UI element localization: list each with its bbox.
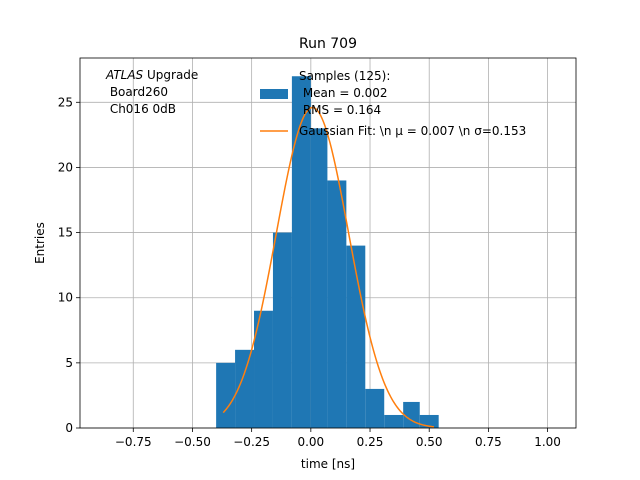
histogram-bar <box>235 349 255 428</box>
y-tick-label: 0 <box>65 421 73 435</box>
histogram-bar <box>291 76 311 428</box>
channel-label: Ch016 0dB <box>106 102 176 116</box>
x-tick-label: 0.00 <box>297 435 324 449</box>
x-tick-label: −0.75 <box>115 435 152 449</box>
legend-samples-line1: Samples (125): <box>299 69 390 83</box>
legend-samples-line3: RMS = 0.164 <box>299 103 381 117</box>
legend: Samples (125): Mean = 0.002 RMS = 0.164 … <box>260 69 526 138</box>
y-axis-label: Entries <box>33 222 47 264</box>
legend-patch-samples <box>260 89 288 99</box>
legend-samples-line2: Mean = 0.002 <box>299 86 388 100</box>
y-tick-label: 20 <box>58 160 73 174</box>
y-tick-label: 15 <box>58 226 73 240</box>
histogram-bar <box>327 180 347 428</box>
x-tick-label: 0.75 <box>475 435 502 449</box>
gaussian-fit-curve <box>222 106 435 428</box>
legend-fit-label: Gaussian Fit: \n μ = 0.007 \n σ=0.153 <box>299 124 526 138</box>
axes-frame <box>79 57 577 429</box>
x-tick-label: 0.50 <box>416 435 443 449</box>
x-tick-label: −0.25 <box>233 435 270 449</box>
histogram-bar <box>310 128 328 428</box>
y-tick-label: 5 <box>65 356 73 370</box>
histogram-bar <box>216 362 236 428</box>
grid-lines <box>80 58 576 429</box>
y-tick-label: 10 <box>58 291 73 305</box>
histogram-bar <box>272 232 292 428</box>
histogram-bar <box>384 414 404 428</box>
histogram-bar <box>365 388 385 428</box>
histogram-bar <box>254 310 273 428</box>
chart-title: Run 709 <box>299 36 357 52</box>
histogram-bars <box>216 76 439 428</box>
histogram-bar <box>346 245 366 428</box>
y-axis-ticks: 0 5 10 15 20 25 <box>58 95 80 435</box>
x-tick-label: −0.50 <box>174 435 211 449</box>
x-axis-ticks: −0.75 −0.50 −0.25 0.00 0.25 0.50 0.75 1.00 <box>115 428 561 449</box>
atlas-upgrade: Upgrade <box>143 68 198 82</box>
board-label: Board260 <box>106 85 168 99</box>
atlas-annotation: ATLAS Upgrade Board260 Ch016 0dB <box>105 68 198 116</box>
x-axis-label: time [ns] <box>301 457 355 471</box>
y-tick-label: 25 <box>58 95 73 109</box>
atlas-italic: ATLAS <box>105 68 144 82</box>
x-tick-label: 0.25 <box>357 435 384 449</box>
histogram-bar <box>403 401 420 428</box>
x-tick-label: 1.00 <box>534 435 561 449</box>
atlas-label: ATLAS Upgrade <box>105 68 198 82</box>
